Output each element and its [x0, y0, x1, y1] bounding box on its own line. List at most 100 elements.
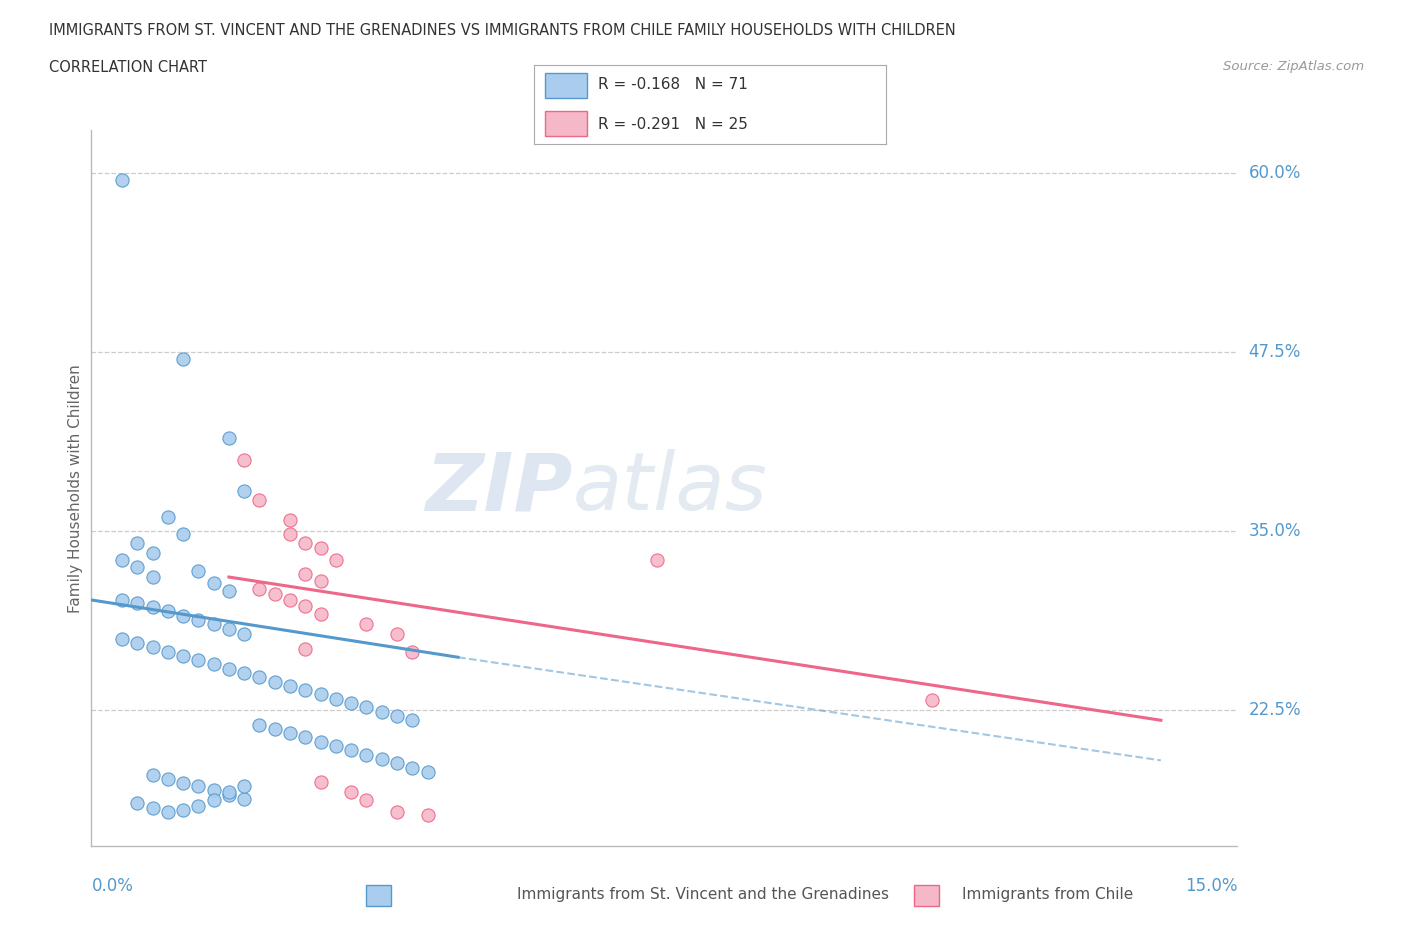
Text: 0.0%: 0.0% — [91, 877, 134, 895]
Point — [156, 772, 179, 787]
Point — [249, 581, 271, 596]
Point — [294, 730, 316, 745]
Text: Source: ZipAtlas.com: Source: ZipAtlas.com — [1223, 60, 1364, 73]
Point — [309, 735, 332, 750]
Point — [111, 552, 134, 567]
Point — [202, 657, 225, 671]
Point — [278, 512, 301, 527]
Point — [141, 545, 163, 560]
Point — [294, 683, 316, 698]
Point — [172, 776, 194, 790]
Point — [233, 627, 256, 642]
Point — [141, 800, 163, 815]
Point — [385, 709, 408, 724]
Text: 60.0%: 60.0% — [1249, 165, 1301, 182]
Point — [645, 552, 668, 567]
Point — [370, 751, 392, 766]
Point — [401, 712, 423, 727]
Point — [385, 627, 408, 642]
Point — [356, 617, 378, 631]
Point — [385, 804, 408, 819]
Point — [202, 783, 225, 798]
Text: IMMIGRANTS FROM ST. VINCENT AND THE GRENADINES VS IMMIGRANTS FROM CHILE FAMILY H: IMMIGRANTS FROM ST. VINCENT AND THE GREN… — [49, 23, 956, 38]
Point — [385, 756, 408, 771]
Text: ZIP: ZIP — [425, 449, 572, 527]
Point — [218, 621, 240, 636]
Text: 35.0%: 35.0% — [1249, 523, 1301, 540]
Point — [309, 775, 332, 790]
Y-axis label: Family Households with Children: Family Households with Children — [67, 364, 83, 613]
Point — [127, 536, 149, 551]
Point — [202, 793, 225, 808]
Point — [263, 587, 285, 602]
Point — [294, 566, 316, 581]
Point — [172, 648, 194, 663]
Point — [325, 738, 347, 753]
Point — [156, 804, 179, 819]
Point — [340, 743, 363, 758]
Point — [416, 764, 439, 779]
Point — [218, 661, 240, 676]
Point — [278, 526, 301, 541]
Point — [233, 778, 256, 793]
Point — [278, 679, 301, 694]
Point — [249, 670, 271, 684]
Point — [278, 592, 301, 607]
Point — [416, 807, 439, 822]
FancyBboxPatch shape — [544, 73, 588, 99]
Point — [218, 584, 240, 599]
Point — [172, 352, 194, 366]
Point — [127, 595, 149, 610]
Text: Immigrants from St. Vincent and the Grenadines: Immigrants from St. Vincent and the Gren… — [517, 887, 889, 902]
Point — [187, 799, 209, 814]
Text: CORRELATION CHART: CORRELATION CHART — [49, 60, 207, 75]
Text: Immigrants from Chile: Immigrants from Chile — [962, 887, 1133, 902]
Point — [233, 452, 256, 467]
Point — [111, 631, 134, 646]
Point — [127, 796, 149, 811]
Point — [141, 767, 163, 782]
Point — [340, 784, 363, 799]
Point — [172, 608, 194, 623]
Text: R = -0.168   N = 71: R = -0.168 N = 71 — [598, 77, 748, 92]
Point — [218, 431, 240, 445]
Point — [141, 640, 163, 655]
Point — [111, 592, 134, 607]
Point — [233, 791, 256, 806]
Point — [263, 674, 285, 689]
Point — [172, 804, 194, 818]
Point — [127, 560, 149, 575]
Point — [141, 600, 163, 615]
Point — [156, 510, 179, 525]
Point — [187, 778, 209, 793]
Point — [356, 747, 378, 762]
Point — [325, 691, 347, 706]
Point — [249, 717, 271, 732]
Point — [156, 644, 179, 659]
Point — [309, 574, 332, 589]
Text: 47.5%: 47.5% — [1249, 343, 1301, 361]
Point — [233, 666, 256, 681]
Point — [401, 644, 423, 659]
Point — [156, 604, 179, 618]
Point — [202, 617, 225, 631]
Point — [356, 793, 378, 808]
Point — [309, 541, 332, 556]
Point — [278, 725, 301, 740]
Point — [187, 564, 209, 578]
Point — [187, 653, 209, 668]
Point — [309, 687, 332, 702]
Point — [249, 492, 271, 507]
Point — [202, 576, 225, 591]
Point — [263, 722, 285, 737]
Point — [141, 569, 163, 584]
Point — [356, 700, 378, 715]
Point — [370, 704, 392, 719]
Point — [127, 635, 149, 650]
Text: 15.0%: 15.0% — [1185, 877, 1237, 895]
Text: 22.5%: 22.5% — [1249, 701, 1301, 719]
Point — [921, 693, 943, 708]
Point — [218, 788, 240, 803]
Point — [172, 526, 194, 541]
Text: R = -0.291   N = 25: R = -0.291 N = 25 — [598, 117, 748, 132]
